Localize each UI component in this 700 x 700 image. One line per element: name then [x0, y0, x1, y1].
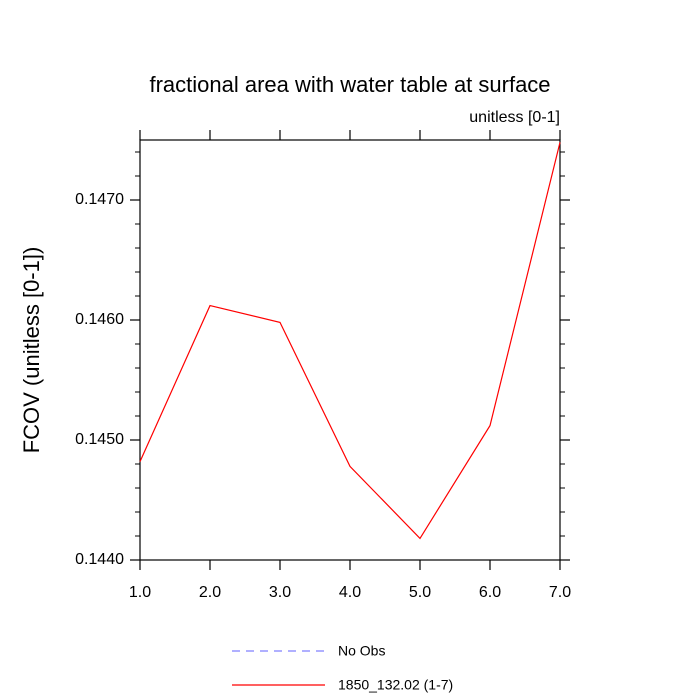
chart-title: fractional area with water table at surf…	[149, 72, 550, 97]
y-tick-label: 0.1460	[75, 311, 124, 328]
x-tick-label: 5.0	[409, 584, 431, 601]
legend-label: 1850_132.02 (1-7)	[338, 677, 453, 693]
y-tick-label: 0.1450	[75, 431, 124, 448]
x-tick-label: 2.0	[199, 584, 221, 601]
x-tick-label: 7.0	[549, 584, 571, 601]
legend-label: No Obs	[338, 643, 385, 659]
x-tick-label: 1.0	[129, 584, 151, 601]
chart-subtitle: unitless [0-1]	[469, 109, 560, 126]
x-tick-label: 6.0	[479, 584, 501, 601]
x-tick-label: 4.0	[339, 584, 361, 601]
y-axis-label: FCOV (unitless [0-1])	[19, 247, 44, 454]
y-tick-label: 0.1470	[75, 191, 124, 208]
x-tick-label: 3.0	[269, 584, 291, 601]
data-line	[139, 142, 561, 540]
y-tick-label: 0.1440	[75, 551, 124, 568]
plot-frame	[139, 139, 561, 561]
